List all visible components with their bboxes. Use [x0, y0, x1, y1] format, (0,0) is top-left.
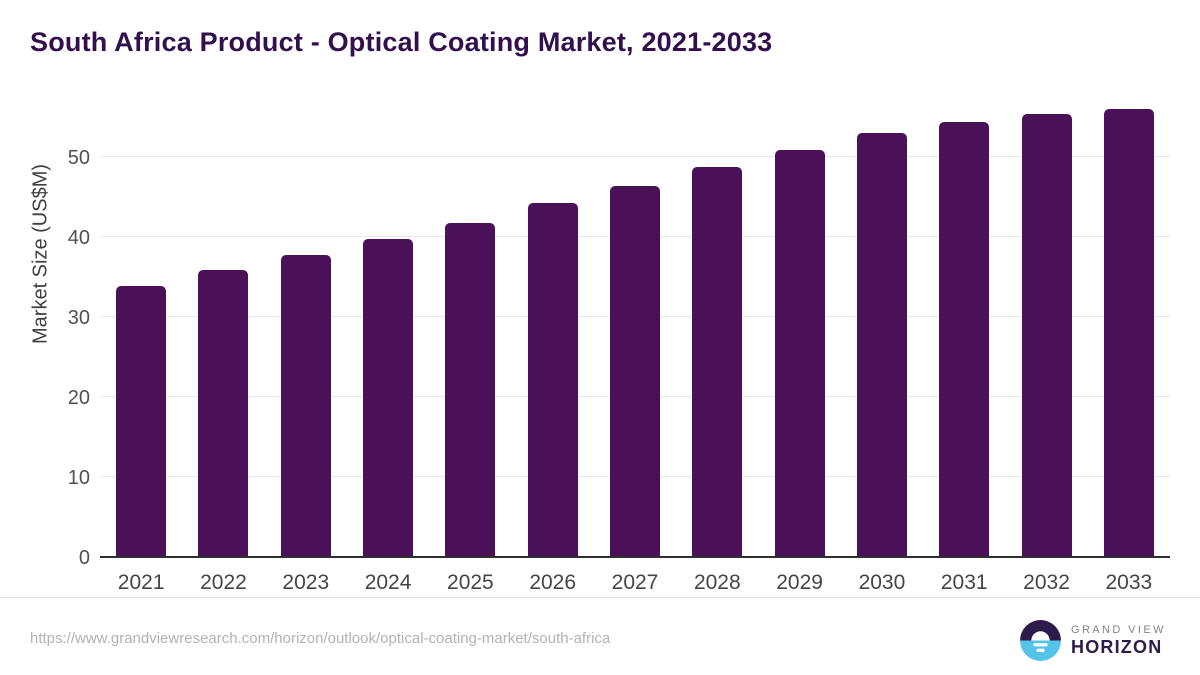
bar-2032 [1021, 114, 1072, 556]
x-tick-label-2025: 2025 [447, 571, 494, 594]
bar-2026 [527, 203, 578, 556]
source-url: https://www.grandviewresearch.com/horizo… [30, 630, 611, 647]
x-tick-label-2023: 2023 [282, 571, 330, 594]
bar-2033 [1103, 108, 1154, 556]
x-tick-label-2026: 2026 [529, 571, 577, 594]
bar-2030 [856, 132, 907, 556]
x-tick-label-2021: 2021 [117, 571, 165, 594]
y-tick-label-40: 40 [67, 227, 90, 249]
logo-brand-line2: HORIZON [1071, 637, 1163, 657]
x-tick-label-2024: 2024 [364, 571, 412, 594]
x-tick-label-2031: 2031 [940, 571, 988, 594]
y-tick-label-30: 30 [67, 307, 90, 329]
bar-2031 [939, 122, 990, 556]
bar-2025 [445, 223, 496, 556]
bar-2029 [774, 149, 825, 556]
bar-2027 [610, 185, 660, 556]
horizon-sun-icon [1020, 620, 1061, 661]
bar-2023 [280, 255, 331, 556]
x-tick-label-2028: 2028 [693, 571, 741, 594]
gridline-y-50 [100, 155, 1170, 157]
bar-2028 [692, 167, 743, 556]
bar-2021 [116, 286, 167, 556]
x-tick-label-2032: 2032 [1023, 571, 1070, 594]
chart-title: South Africa Product - Optical Coating M… [30, 27, 773, 57]
y-tick-label-0: 0 [78, 547, 90, 569]
x-tick-label-2027: 2027 [611, 571, 659, 594]
y-tick-label-50: 50 [67, 147, 90, 169]
logo-text: GRAND VIEW HORIZON [1071, 624, 1166, 657]
bar-2022 [198, 269, 249, 556]
y-tick-label-10: 10 [67, 467, 90, 489]
x-tick-label-2030: 2030 [858, 571, 906, 594]
footer-divider [0, 597, 1200, 598]
x-tick-label-2022: 2022 [200, 571, 247, 594]
grand-view-horizon-logo: GRAND VIEW HORIZON [1018, 618, 1166, 663]
plot-area [100, 98, 1170, 558]
bar-2024 [363, 239, 414, 556]
y-tick-label-20: 20 [67, 387, 90, 409]
x-tick-label-2029: 2029 [776, 571, 823, 594]
x-tick-label-2033: 2033 [1105, 571, 1153, 594]
logo-brand-line1: GRAND VIEW [1071, 624, 1166, 636]
